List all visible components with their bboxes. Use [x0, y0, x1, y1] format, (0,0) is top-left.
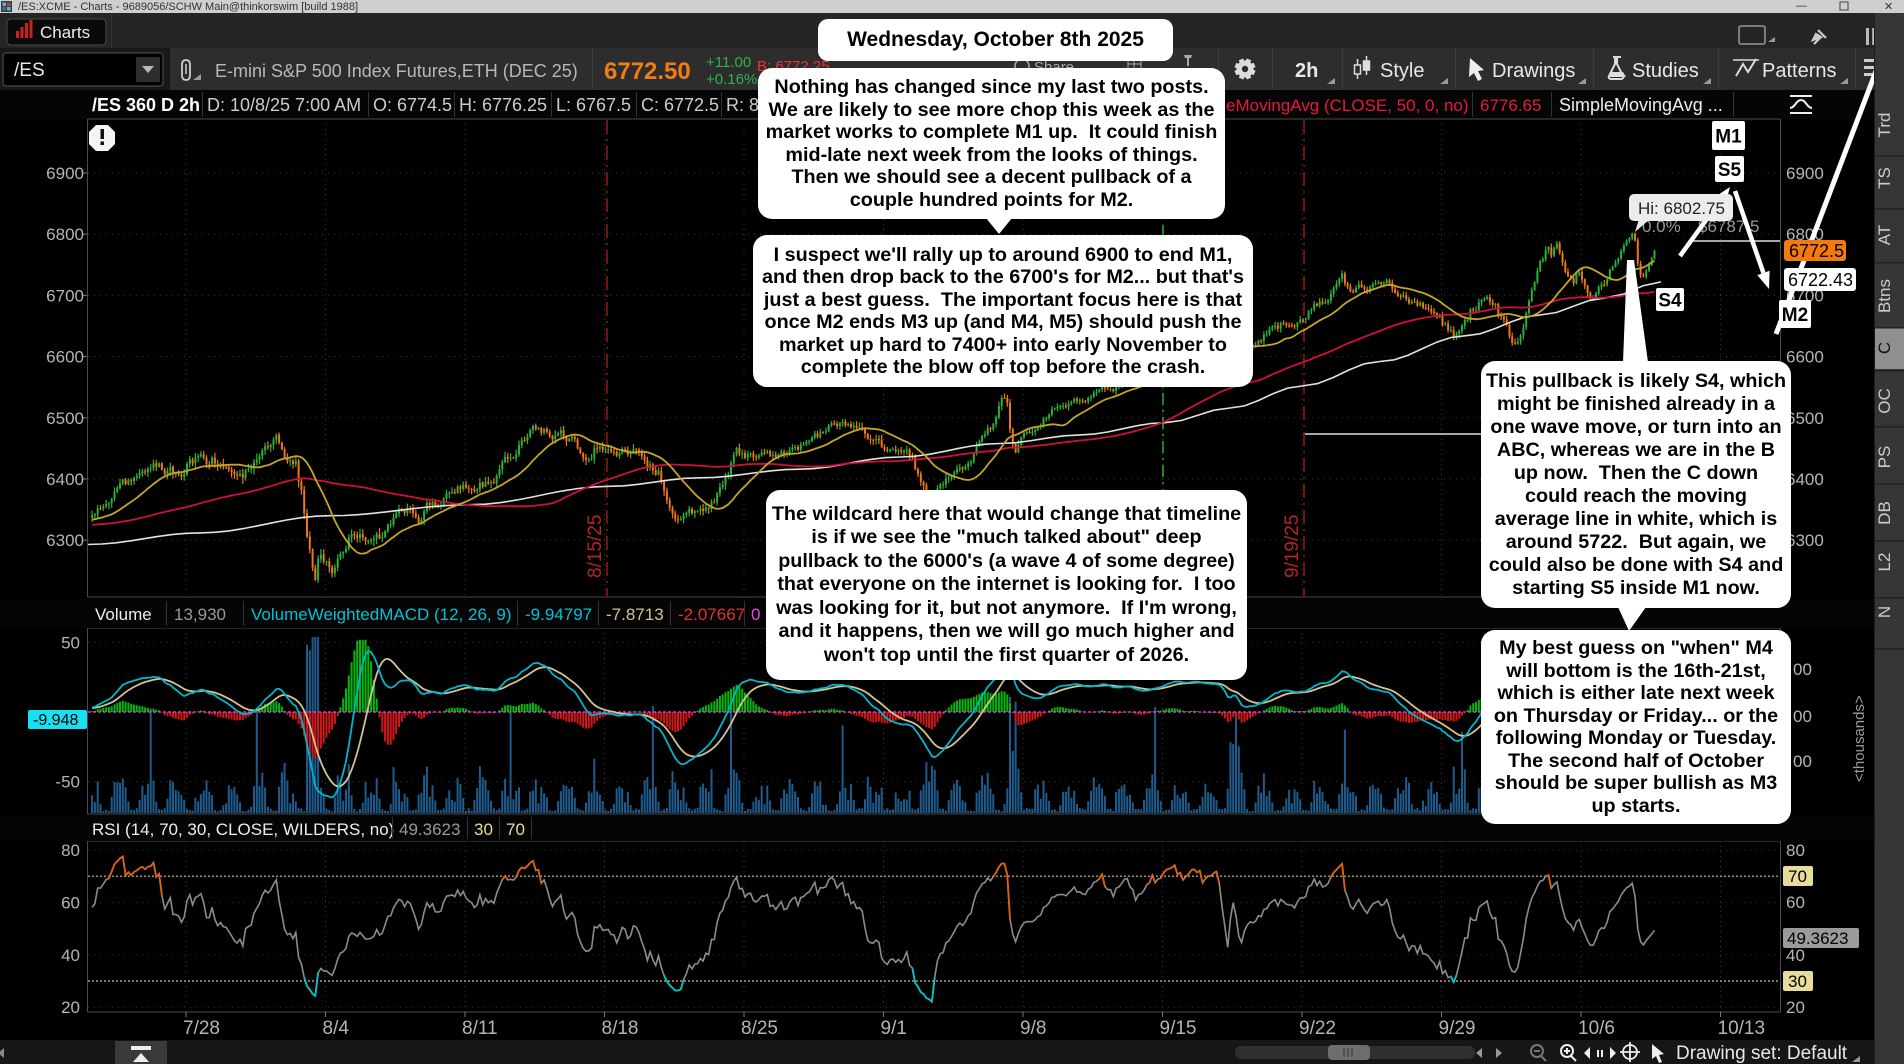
svg-text:DB: DB [1875, 501, 1894, 525]
svg-text:Trd: Trd [1875, 113, 1894, 138]
svg-text:00: 00 [1793, 707, 1812, 726]
svg-text:6900: 6900 [1786, 164, 1824, 183]
svg-text:S4: S4 [1658, 290, 1682, 311]
svg-text:SimpleMovingAvg ...: SimpleMovingAvg ... [1559, 95, 1723, 115]
svg-text:60: 60 [1786, 893, 1805, 912]
svg-text:Style: Style [1380, 60, 1424, 82]
svg-text:6776.65: 6776.65 [1480, 96, 1541, 115]
svg-text:<thousands>: <thousands> [1851, 695, 1868, 782]
svg-text:Patterns: Patterns [1762, 60, 1836, 82]
svg-text:2h: 2h [1295, 60, 1318, 82]
svg-text:8/11: 8/11 [462, 1018, 498, 1039]
svg-text:+0.16%: +0.16% [706, 71, 757, 88]
svg-text:80: 80 [1786, 841, 1805, 860]
svg-text:6600: 6600 [46, 348, 84, 367]
svg-text:70: 70 [506, 820, 525, 839]
svg-text:—: — [1796, 0, 1807, 12]
svg-text:6900: 6900 [46, 164, 84, 183]
svg-text:40: 40 [61, 946, 80, 965]
svg-text:6500: 6500 [1786, 409, 1824, 428]
svg-text:/ES 360 D 2h: /ES 360 D 2h [92, 95, 200, 115]
svg-text:Btns: Btns [1875, 279, 1894, 313]
svg-text:6600: 6600 [1786, 348, 1824, 367]
svg-text:10/6: 10/6 [1578, 1018, 1615, 1039]
svg-text:6400: 6400 [46, 470, 84, 489]
svg-text:OC: OC [1875, 388, 1894, 414]
svg-text:C: C [1875, 342, 1894, 354]
svg-text:D: 10/8/25 7:00 AM: D: 10/8/25 7:00 AM [207, 95, 361, 115]
svg-text:Studies: Studies [1632, 60, 1699, 82]
svg-text:70: 70 [1788, 867, 1807, 886]
svg-text:C: 6772.5: C: 6772.5 [641, 95, 719, 115]
svg-text:Hi: 6802.75: Hi: 6802.75 [1638, 199, 1725, 218]
svg-text:9/8: 9/8 [1020, 1018, 1046, 1039]
svg-text:Drawings: Drawings [1492, 60, 1575, 82]
svg-text:6722.43: 6722.43 [1788, 270, 1853, 290]
svg-text:E-mini S&P 500 Index Futures,E: E-mini S&P 500 Index Futures,ETH (DEC 25… [215, 61, 578, 81]
svg-text:0.0%: 0.0% [1642, 217, 1681, 236]
svg-text:-50: -50 [55, 773, 80, 792]
svg-text:/ES: /ES [14, 60, 45, 81]
svg-text:S5: S5 [1718, 160, 1742, 181]
svg-text:6800: 6800 [46, 225, 84, 244]
svg-text:9/19/25: 9/19/25 [1282, 515, 1303, 578]
svg-text:+11.00: +11.00 [706, 54, 751, 71]
svg-text:60: 60 [61, 893, 80, 912]
svg-text:30: 30 [474, 820, 493, 839]
svg-text:8/25: 8/25 [741, 1018, 778, 1039]
svg-text:49.3623: 49.3623 [1787, 929, 1848, 948]
svg-text:Drawing set: Default: Drawing set: Default [1676, 1043, 1848, 1064]
svg-text:9/22: 9/22 [1299, 1018, 1336, 1039]
svg-text:8/4: 8/4 [323, 1018, 350, 1039]
svg-text:RSI (14, 70, 30, CLOSE, WILDER: RSI (14, 70, 30, CLOSE, WILDERS, no) [92, 820, 394, 839]
svg-text:9/1: 9/1 [881, 1018, 907, 1039]
svg-text:M2: M2 [1782, 305, 1808, 326]
svg-text:-7.8713: -7.8713 [606, 605, 664, 624]
svg-text:VolumeWeightedMACD (12, 26, 9): VolumeWeightedMACD (12, 26, 9) [251, 605, 511, 624]
svg-text:20: 20 [61, 998, 80, 1017]
svg-text:/ES:XCME - Charts - 9689056/SC: /ES:XCME - Charts - 9689056/SCHW Main@th… [18, 1, 358, 13]
svg-text:20: 20 [1786, 998, 1805, 1017]
svg-text:8/15/25: 8/15/25 [585, 515, 606, 578]
svg-text:eMovingAvg (CLOSE, 50, 0, no): eMovingAvg (CLOSE, 50, 0, no) [1226, 96, 1469, 115]
svg-text:TS: TS [1875, 167, 1894, 189]
svg-text:9/29: 9/29 [1439, 1018, 1476, 1039]
svg-text:6772.5: 6772.5 [1789, 241, 1844, 261]
svg-text:6772.50: 6772.50 [604, 58, 691, 85]
svg-text:40: 40 [1786, 946, 1805, 965]
svg-text:L2: L2 [1875, 553, 1894, 572]
svg-text:L: 6767.5: L: 6767.5 [556, 95, 631, 115]
svg-text:Volume: Volume [95, 605, 152, 624]
svg-text:H: 6776.25: H: 6776.25 [459, 95, 547, 115]
svg-text:80: 80 [61, 841, 80, 860]
svg-text:6400: 6400 [1786, 470, 1824, 489]
svg-text:6500: 6500 [46, 409, 84, 428]
svg-text:50: 50 [61, 634, 80, 653]
svg-text:-9.948: -9.948 [33, 712, 78, 729]
svg-text:Charts: Charts [40, 23, 90, 42]
svg-text:13,930: 13,930 [174, 605, 226, 624]
svg-text:N: N [1875, 606, 1894, 618]
svg-text:8/18: 8/18 [602, 1018, 639, 1039]
svg-text:O: 6774.5: O: 6774.5 [373, 95, 452, 115]
svg-text:✕: ✕ [1884, 1, 1893, 13]
svg-text:00: 00 [1793, 660, 1812, 679]
svg-text:30: 30 [1788, 972, 1807, 991]
svg-text:-2.07667: -2.07667 [678, 605, 745, 624]
svg-text:0: 0 [751, 605, 760, 624]
svg-text:M1: M1 [1715, 126, 1742, 147]
svg-text:9/15: 9/15 [1160, 1018, 1197, 1039]
svg-text:10/13: 10/13 [1718, 1018, 1766, 1039]
svg-text:6300: 6300 [46, 531, 84, 550]
svg-text:49.3623: 49.3623 [399, 820, 460, 839]
svg-text:7/28: 7/28 [183, 1018, 220, 1039]
svg-text:PS: PS [1875, 446, 1894, 469]
svg-text:6300: 6300 [1786, 531, 1824, 550]
svg-text:-9.94797: -9.94797 [525, 605, 592, 624]
svg-text:00: 00 [1793, 752, 1812, 771]
svg-text:6700: 6700 [46, 286, 84, 305]
svg-text:AT: AT [1875, 225, 1894, 245]
